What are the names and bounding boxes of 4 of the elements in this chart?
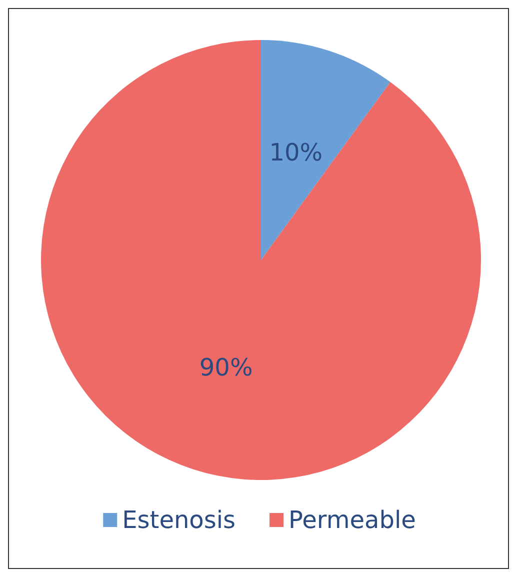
data-label: 10% <box>269 138 323 167</box>
data-label: 90% <box>199 353 253 382</box>
legend-label: Permeable <box>288 506 416 534</box>
legend-label: Estenosis <box>122 506 236 534</box>
